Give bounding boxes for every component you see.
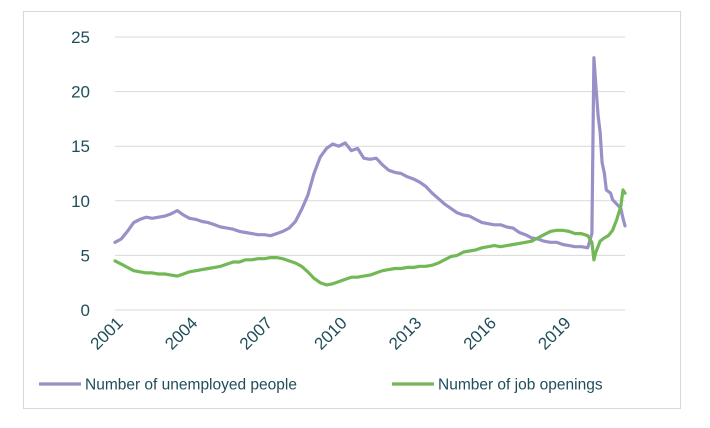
y-tick-label: 20 xyxy=(71,83,90,102)
series-lines xyxy=(113,56,627,287)
legend-label: Number of unemployed people xyxy=(85,377,297,394)
legend-item-1: Number of job openings xyxy=(392,377,603,394)
legend-label: Number of job openings xyxy=(438,377,603,394)
y-tick-label: 15 xyxy=(71,137,90,156)
legend-item-0: Number of unemployed people xyxy=(39,377,297,394)
x-tick-label: 2019 xyxy=(534,313,574,353)
x-tick-label: 2001 xyxy=(87,313,127,353)
x-axis-tick-labels: 2001 2004 2007 2010 2013 2016 2019 xyxy=(87,313,575,353)
series-line-1 xyxy=(113,188,627,287)
x-tick-label: 2007 xyxy=(236,313,276,353)
y-tick-label: 25 xyxy=(71,28,90,47)
x-tick-label: 2013 xyxy=(385,313,425,353)
x-tick-label: 2016 xyxy=(460,313,500,353)
chart-frame: 0 5 10 15 20 25 2001 2004 2007 2010 2013 2016 2019 … xyxy=(23,11,681,409)
gridlines xyxy=(115,36,625,311)
x-tick-label: 2010 xyxy=(311,313,351,353)
y-axis-tick-labels: 0 5 10 15 20 25 xyxy=(71,28,90,320)
legend: Number of unemployed people Number of job… xyxy=(39,377,603,394)
y-tick-label: 10 xyxy=(71,192,90,211)
y-tick-label: 5 xyxy=(81,246,90,265)
x-tick-label: 2004 xyxy=(161,313,201,353)
y-tick-label: 0 xyxy=(81,301,90,320)
series-line-0 xyxy=(113,56,627,250)
